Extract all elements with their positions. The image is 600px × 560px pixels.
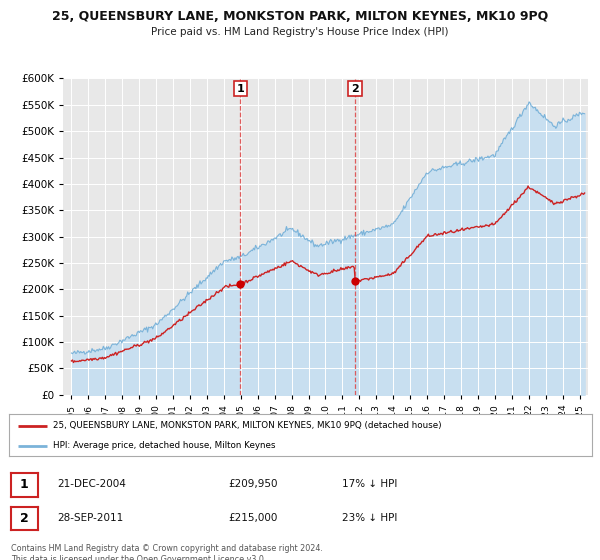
Text: HPI: Average price, detached house, Milton Keynes: HPI: Average price, detached house, Milt… [53, 441, 275, 450]
Text: 25, QUEENSBURY LANE, MONKSTON PARK, MILTON KEYNES, MK10 9PQ (detached house): 25, QUEENSBURY LANE, MONKSTON PARK, MILT… [53, 421, 442, 430]
Text: 2: 2 [351, 83, 359, 94]
Text: 25, QUEENSBURY LANE, MONKSTON PARK, MILTON KEYNES, MK10 9PQ: 25, QUEENSBURY LANE, MONKSTON PARK, MILT… [52, 10, 548, 23]
Text: 28-SEP-2011: 28-SEP-2011 [57, 513, 123, 523]
Text: 17% ↓ HPI: 17% ↓ HPI [342, 479, 397, 489]
Text: Price paid vs. HM Land Registry's House Price Index (HPI): Price paid vs. HM Land Registry's House … [151, 27, 449, 37]
Text: £215,000: £215,000 [228, 513, 277, 523]
Text: 23% ↓ HPI: 23% ↓ HPI [342, 513, 397, 523]
Text: Contains HM Land Registry data © Crown copyright and database right 2024.
This d: Contains HM Land Registry data © Crown c… [11, 544, 323, 560]
Text: 1: 1 [20, 478, 29, 492]
Text: 1: 1 [236, 83, 244, 94]
Text: £209,950: £209,950 [228, 479, 277, 489]
Text: 2: 2 [20, 512, 29, 525]
Text: 21-DEC-2004: 21-DEC-2004 [57, 479, 126, 489]
